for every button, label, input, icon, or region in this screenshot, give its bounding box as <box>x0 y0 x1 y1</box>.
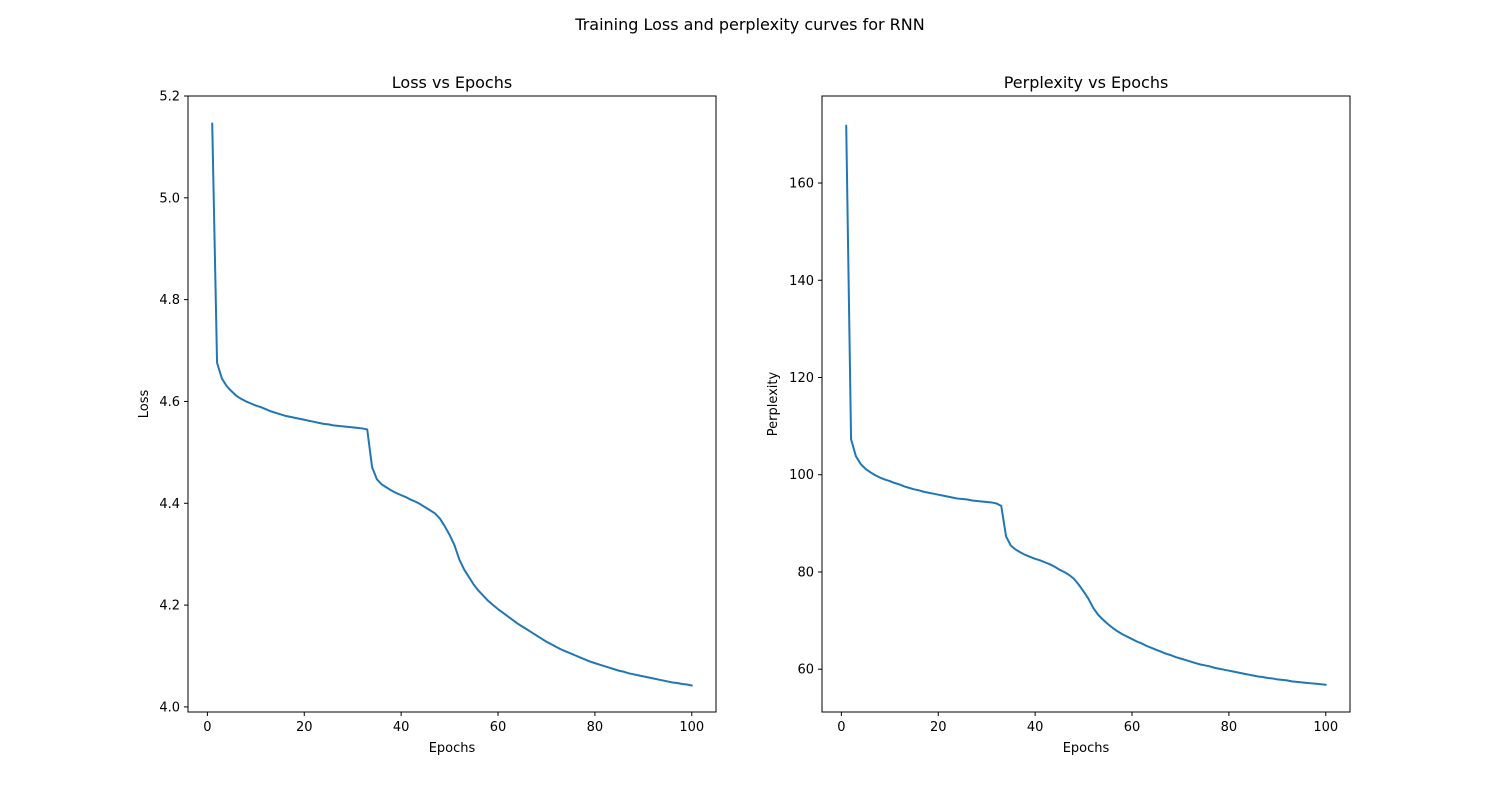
loss-x-tick-label: 100 <box>679 720 704 735</box>
figure-title: Training Loss and perplexity curves for … <box>574 15 924 34</box>
loss-chart-title: Loss vs Epochs <box>392 73 512 92</box>
loss-x-tick-label: 20 <box>296 720 313 735</box>
loss-series-line <box>211 122 693 687</box>
perplexity-x-tick-label: 40 <box>1027 720 1044 735</box>
loss-y-tick-label: 5.0 <box>159 191 180 206</box>
loss-x-tick-label: 0 <box>203 720 211 735</box>
perplexity-chart: Perplexity vs Epochs 0 20 40 60 80 100 60 80 100 1… <box>766 73 1351 756</box>
loss-y-tick-label: 4.0 <box>159 700 180 715</box>
loss-y-axis-label: Loss <box>137 390 152 419</box>
perplexity-y-tick-label: 160 <box>789 177 814 192</box>
perplexity-chart-title: Perplexity vs Epochs <box>1004 73 1169 92</box>
loss-y-tick-label: 4.8 <box>159 293 180 308</box>
loss-y-tick-label: 5.2 <box>159 90 180 105</box>
loss-y-tick-label: 4.6 <box>159 395 180 410</box>
perplexity-x-axis-label: Epochs <box>1063 741 1110 756</box>
perplexity-y-tick-label: 140 <box>789 274 814 289</box>
loss-y-tick-label: 4.2 <box>159 599 180 614</box>
perplexity-y-tick-label: 80 <box>797 565 814 580</box>
loss-axes-frame <box>187 95 717 713</box>
perplexity-x-tick-label: 80 <box>1221 720 1238 735</box>
perplexity-axes-frame <box>821 95 1351 713</box>
perplexity-y-axis-label: Perplexity <box>766 371 781 436</box>
perplexity-y-tick-label: 100 <box>789 468 814 483</box>
loss-x-tick-label: 40 <box>393 720 410 735</box>
perplexity-x-tick-label: 60 <box>1124 720 1141 735</box>
perplexity-y-tick-label: 120 <box>789 371 814 386</box>
perplexity-x-tick-label: 0 <box>837 720 845 735</box>
perplexity-x-tick-label: 100 <box>1313 720 1338 735</box>
perplexity-y-tick-label: 60 <box>797 663 814 678</box>
loss-x-tick-label: 80 <box>587 720 604 735</box>
perplexity-series-line <box>845 124 1327 686</box>
perplexity-x-tick-label: 20 <box>930 720 947 735</box>
loss-chart: Loss vs Epochs 0 20 40 60 80 100 4.0 4.2 4.4 4.6 4.… <box>137 73 717 756</box>
loss-y-tick-label: 4.4 <box>159 497 180 512</box>
loss-x-axis-label: Epochs <box>429 741 476 756</box>
loss-x-tick-label: 60 <box>490 720 507 735</box>
